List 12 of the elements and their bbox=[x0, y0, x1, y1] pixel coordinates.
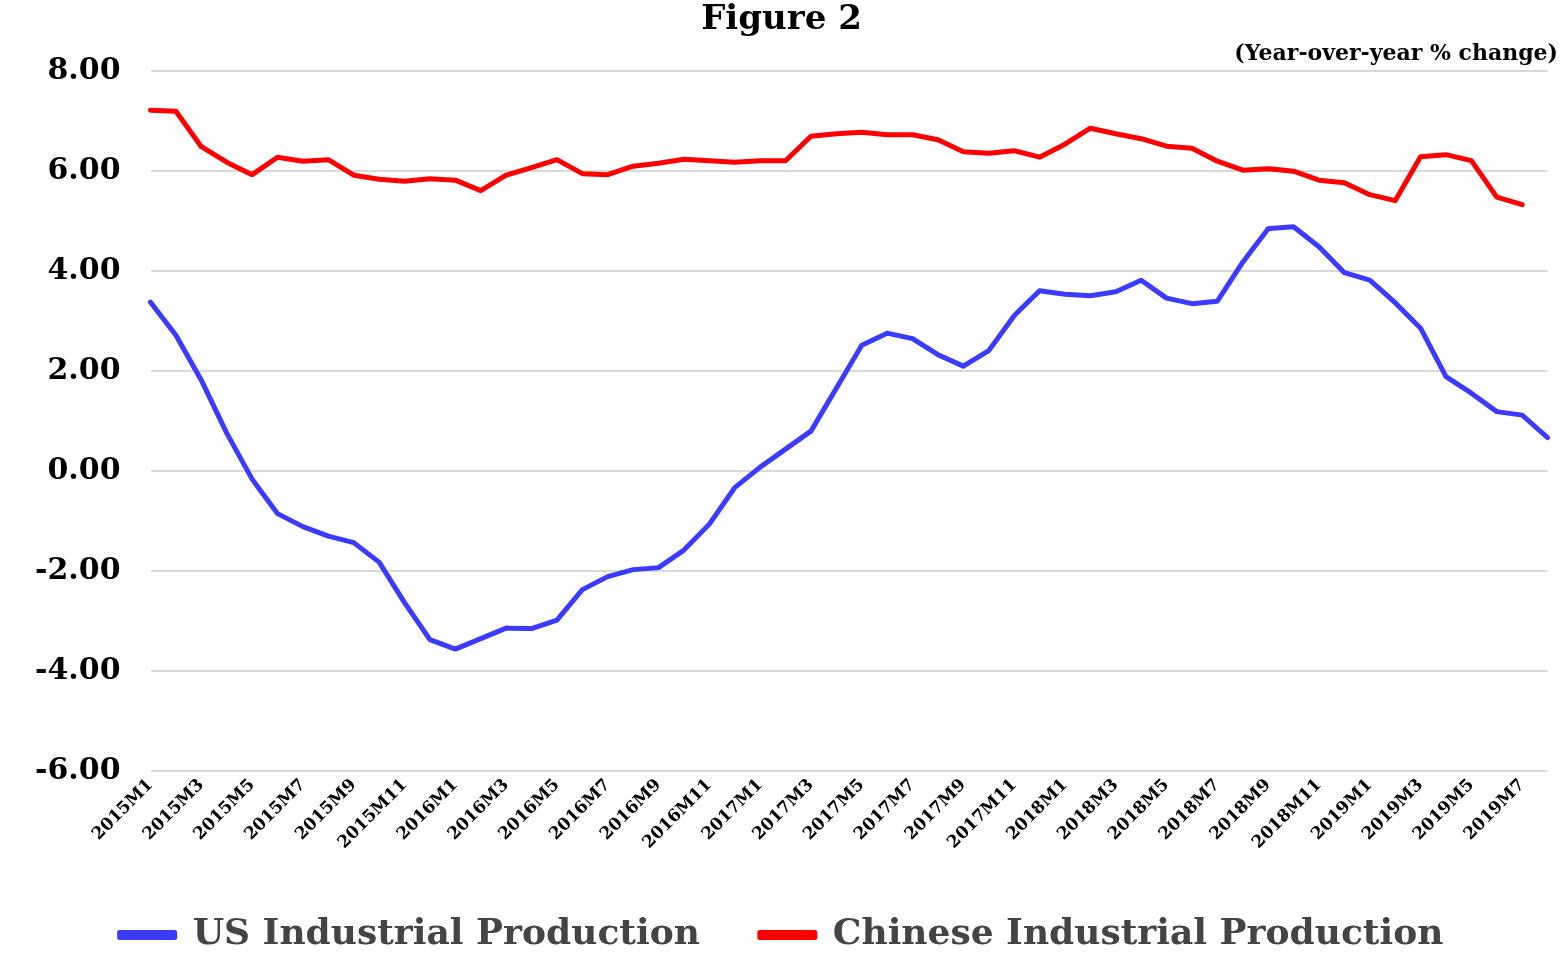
chart-title: Figure 2 bbox=[701, 0, 862, 38]
y-tick-label: 4.00 bbox=[47, 250, 121, 286]
legend-label: Chinese Industrial Production bbox=[832, 910, 1444, 953]
y-tick-label: -6.00 bbox=[34, 750, 121, 786]
y-tick-label: 2.00 bbox=[47, 350, 121, 386]
chart-subtitle: (Year-over-year % change) bbox=[1234, 38, 1558, 65]
y-tick-label: -2.00 bbox=[34, 550, 121, 586]
y-tick-label: 6.00 bbox=[47, 150, 121, 186]
y-tick-label: 8.00 bbox=[47, 51, 121, 86]
legend-label: US Industrial Production bbox=[192, 910, 700, 953]
y-tick-label: -4.00 bbox=[34, 650, 121, 686]
y-tick-label: 0.00 bbox=[47, 450, 121, 486]
